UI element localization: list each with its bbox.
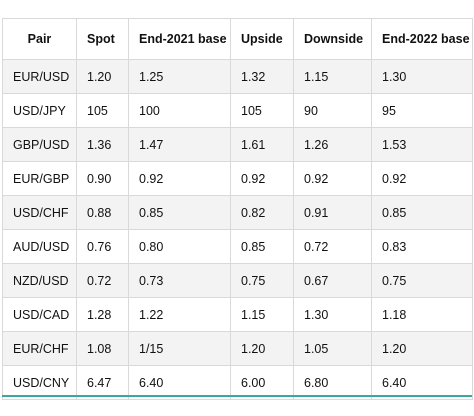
cell-downside: 0.92 (293, 161, 372, 196)
cell-end-2021-base: 0.92 (128, 161, 231, 196)
cell-end-2022-base: 0.85 (371, 195, 473, 230)
cell-spot: 1.20 (76, 59, 129, 94)
cell-spot: 1.28 (76, 297, 129, 332)
cell-downside: 0.91 (293, 195, 372, 230)
table-row: GBP/USD 1.36 1.47 1.61 1.26 1.53 (2, 127, 473, 162)
table-row: USD/CHF 0.88 0.85 0.82 0.91 0.85 (2, 195, 473, 230)
cell-spot: 0.90 (76, 161, 129, 196)
cell-upside: 1.32 (230, 59, 294, 94)
cell-downside: 0.72 (293, 229, 372, 264)
cell-end-2021-base: 0.73 (128, 263, 231, 298)
cell-pair: USD/CHF (2, 195, 77, 230)
table-row: USD/CAD 1.28 1.22 1.15 1.30 1.18 (2, 297, 473, 332)
header-end-2022-base: End-2022 base (371, 18, 473, 60)
cell-downside: 6.80 (293, 365, 372, 400)
cell-downside: 1.05 (293, 331, 372, 366)
cell-pair: AUD/USD (2, 229, 77, 264)
cell-spot: 1.08 (76, 331, 129, 366)
cell-downside: 90 (293, 93, 372, 128)
header-downside: Downside (293, 18, 372, 60)
cell-end-2021-base: 100 (128, 93, 231, 128)
cell-upside: 1.61 (230, 127, 294, 162)
cell-upside: 0.85 (230, 229, 294, 264)
table-row: EUR/CHF 1.08 1/15 1.20 1.05 1.20 (2, 331, 473, 366)
cell-pair: GBP/USD (2, 127, 77, 162)
cell-end-2022-base: 1.18 (371, 297, 473, 332)
table-row: USD/JPY 105 100 105 90 95 (2, 93, 473, 128)
table-row: EUR/GBP 0.90 0.92 0.92 0.92 0.92 (2, 161, 473, 196)
cell-downside: 1.26 (293, 127, 372, 162)
cell-end-2021-base: 0.80 (128, 229, 231, 264)
cell-end-2022-base: 0.92 (371, 161, 473, 196)
cell-pair: USD/JPY (2, 93, 77, 128)
cell-end-2021-base: 1/15 (128, 331, 231, 366)
table-row: AUD/USD 0.76 0.80 0.85 0.72 0.83 (2, 229, 473, 264)
header-end-2021-base: End-2021 base (128, 18, 231, 60)
header-pair: Pair (2, 18, 77, 60)
cell-spot: 1.36 (76, 127, 129, 162)
cell-pair: EUR/USD (2, 59, 77, 94)
cell-end-2021-base: 0.85 (128, 195, 231, 230)
table-row: USD/CNY 6.47 6.40 6.00 6.80 6.40 (2, 365, 473, 400)
cell-pair: EUR/CHF (2, 331, 77, 366)
cell-downside: 0.67 (293, 263, 372, 298)
cell-upside: 0.92 (230, 161, 294, 196)
cell-end-2021-base: 1.25 (128, 59, 231, 94)
cell-upside: 0.75 (230, 263, 294, 298)
cell-upside: 0.82 (230, 195, 294, 230)
cell-upside: 1.15 (230, 297, 294, 332)
cell-pair: USD/CAD (2, 297, 77, 332)
header-upside: Upside (230, 18, 294, 60)
cell-end-2022-base: 95 (371, 93, 473, 128)
table-row: NZD/USD 0.72 0.73 0.75 0.67 0.75 (2, 263, 473, 298)
table-bottom-rule (2, 395, 472, 397)
fx-forecast-table: Pair Spot End-2021 base Upside Downside … (2, 18, 473, 400)
cell-end-2022-base: 1.20 (371, 331, 473, 366)
header-spot: Spot (76, 18, 129, 60)
cell-end-2021-base: 1.47 (128, 127, 231, 162)
table-header-row: Pair Spot End-2021 base Upside Downside … (2, 18, 473, 60)
cell-downside: 1.30 (293, 297, 372, 332)
cell-end-2021-base: 6.40 (128, 365, 231, 400)
cell-end-2022-base: 0.75 (371, 263, 473, 298)
cell-pair: USD/CNY (2, 365, 77, 400)
cell-end-2022-base: 1.53 (371, 127, 473, 162)
cell-spot: 105 (76, 93, 129, 128)
cell-upside: 105 (230, 93, 294, 128)
cell-end-2022-base: 6.40 (371, 365, 473, 400)
cell-upside: 1.20 (230, 331, 294, 366)
cell-spot: 0.72 (76, 263, 129, 298)
cell-end-2022-base: 0.83 (371, 229, 473, 264)
cell-spot: 0.88 (76, 195, 129, 230)
cell-pair: EUR/GBP (2, 161, 77, 196)
cell-end-2021-base: 1.22 (128, 297, 231, 332)
cell-downside: 1.15 (293, 59, 372, 94)
cell-pair: NZD/USD (2, 263, 77, 298)
table-row: EUR/USD 1.20 1.25 1.32 1.15 1.30 (2, 59, 473, 94)
cell-end-2022-base: 1.30 (371, 59, 473, 94)
cell-spot: 0.76 (76, 229, 129, 264)
